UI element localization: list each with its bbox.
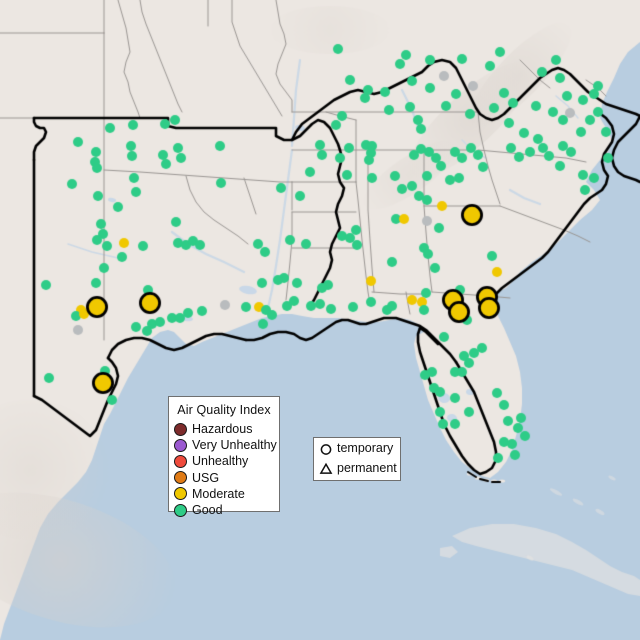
legend-item-hazardous: Hazardous	[169, 421, 279, 437]
aqi-legend: Air Quality Index Hazardous Very Unhealt…	[168, 396, 280, 517]
legend-label-moderate: Moderate	[192, 486, 245, 501]
legend-label-unhealthy: Unhealthy	[192, 454, 249, 469]
swatch-very-unhealthy-icon	[174, 438, 187, 452]
circle-outline-icon	[320, 443, 332, 455]
swatch-usg-icon	[174, 471, 187, 485]
legend-item-very-unhealthy: Very Unhealthy	[169, 437, 279, 453]
legend-item-moderate: Moderate	[169, 486, 279, 502]
legend-label-good: Good	[192, 503, 223, 518]
legend-item-unhealthy: Unhealthy	[169, 453, 279, 469]
legend-item-usg: USG	[169, 470, 279, 486]
legend-item-good: Good	[169, 502, 279, 518]
swatch-good-icon	[174, 503, 187, 517]
legend-label-very-unhealthy: Very Unhealthy	[192, 438, 277, 453]
legend-label-hazardous: Hazardous	[192, 422, 253, 437]
symbol-item-temporary: temporary	[314, 438, 400, 458]
symbol-legend: temporary permanent	[313, 437, 401, 481]
symbol-item-permanent: permanent	[314, 458, 400, 478]
symbol-label-permanent: permanent	[337, 461, 397, 475]
swatch-moderate-icon	[174, 487, 187, 501]
swatch-hazardous-icon	[174, 422, 187, 436]
legend-label-usg: USG	[192, 470, 220, 485]
swatch-unhealthy-icon	[174, 454, 187, 468]
symbol-label-temporary: temporary	[337, 441, 394, 455]
aqi-legend-title: Air Quality Index	[177, 403, 271, 417]
triangle-outline-icon	[319, 462, 333, 474]
